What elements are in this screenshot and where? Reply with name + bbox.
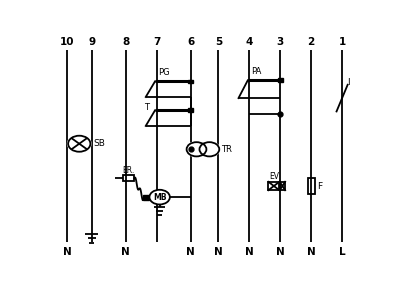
- Bar: [269, 182, 279, 190]
- Text: TR: TR: [221, 145, 232, 154]
- Text: 5: 5: [215, 38, 222, 47]
- Bar: [308, 178, 314, 194]
- Circle shape: [150, 190, 170, 205]
- Bar: [142, 195, 150, 200]
- Text: N: N: [307, 247, 316, 257]
- Text: ER.: ER.: [122, 166, 134, 175]
- Text: PA: PA: [251, 67, 261, 76]
- Text: 10: 10: [59, 38, 74, 47]
- Bar: [188, 108, 193, 112]
- Text: N: N: [214, 247, 223, 257]
- Text: L: L: [339, 247, 346, 257]
- Text: N: N: [245, 247, 254, 257]
- Text: PG: PG: [158, 68, 170, 77]
- Text: 9: 9: [88, 38, 95, 47]
- Text: 4: 4: [246, 38, 253, 47]
- Text: 7: 7: [153, 38, 160, 47]
- Circle shape: [199, 142, 220, 157]
- Text: 6: 6: [187, 38, 194, 47]
- Text: SB: SB: [93, 139, 105, 148]
- Text: I: I: [347, 78, 350, 87]
- Text: N: N: [276, 247, 284, 257]
- Text: 3: 3: [277, 38, 284, 47]
- Text: T: T: [144, 103, 149, 112]
- Circle shape: [186, 142, 207, 157]
- Text: 8: 8: [122, 38, 129, 47]
- Bar: [188, 79, 193, 83]
- Bar: [122, 175, 134, 181]
- Text: N: N: [121, 247, 130, 257]
- Text: N: N: [186, 247, 195, 257]
- Text: F: F: [317, 181, 322, 190]
- Text: N: N: [63, 247, 71, 257]
- Text: 1: 1: [338, 38, 346, 47]
- Bar: [278, 78, 283, 82]
- Text: MB: MB: [153, 193, 166, 202]
- Text: EV: EV: [269, 172, 279, 181]
- Bar: [280, 182, 285, 190]
- Text: 2: 2: [308, 38, 315, 47]
- Circle shape: [67, 135, 91, 152]
